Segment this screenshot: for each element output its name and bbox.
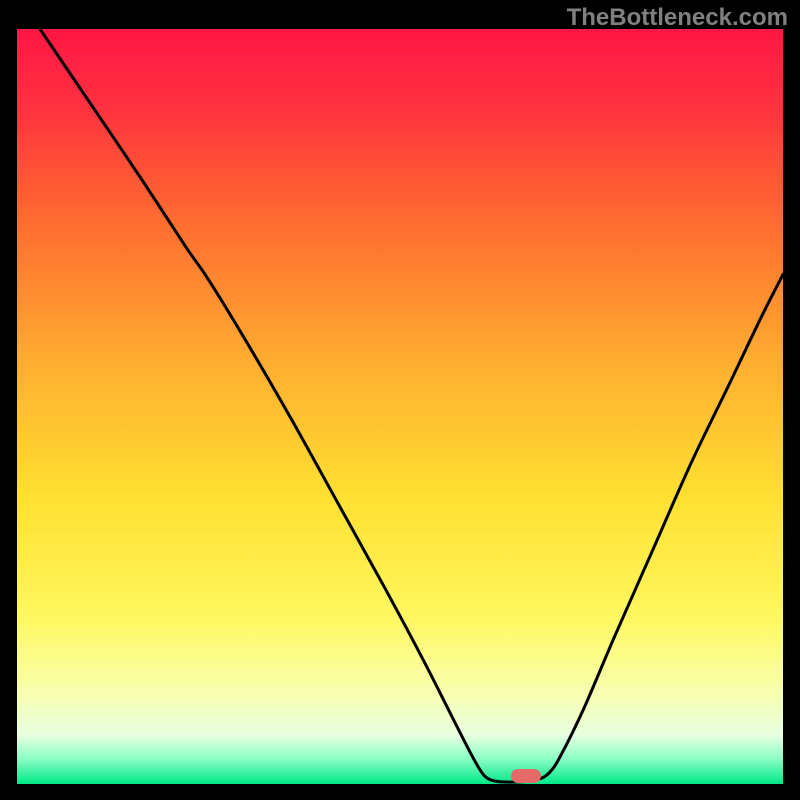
bottleneck-curve bbox=[40, 29, 783, 782]
curve-minimum-marker bbox=[511, 769, 541, 783]
watermark-label: TheBottleneck.com bbox=[567, 4, 788, 32]
chart-svg bbox=[0, 0, 800, 800]
